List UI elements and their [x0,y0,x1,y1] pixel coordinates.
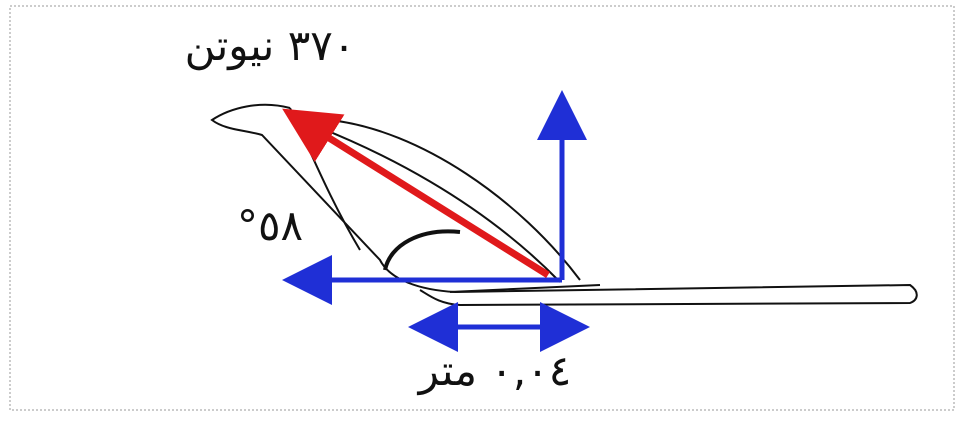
diagram: ٣٧٠ نيوتن °٥٨ ٠,٠٤ متر [0,0,967,423]
distance-label: ٠,٠٤ متر [417,346,572,395]
force-label: ٣٧٠ نيوتن [185,21,356,70]
angle-label: °٥٨ [237,201,303,250]
